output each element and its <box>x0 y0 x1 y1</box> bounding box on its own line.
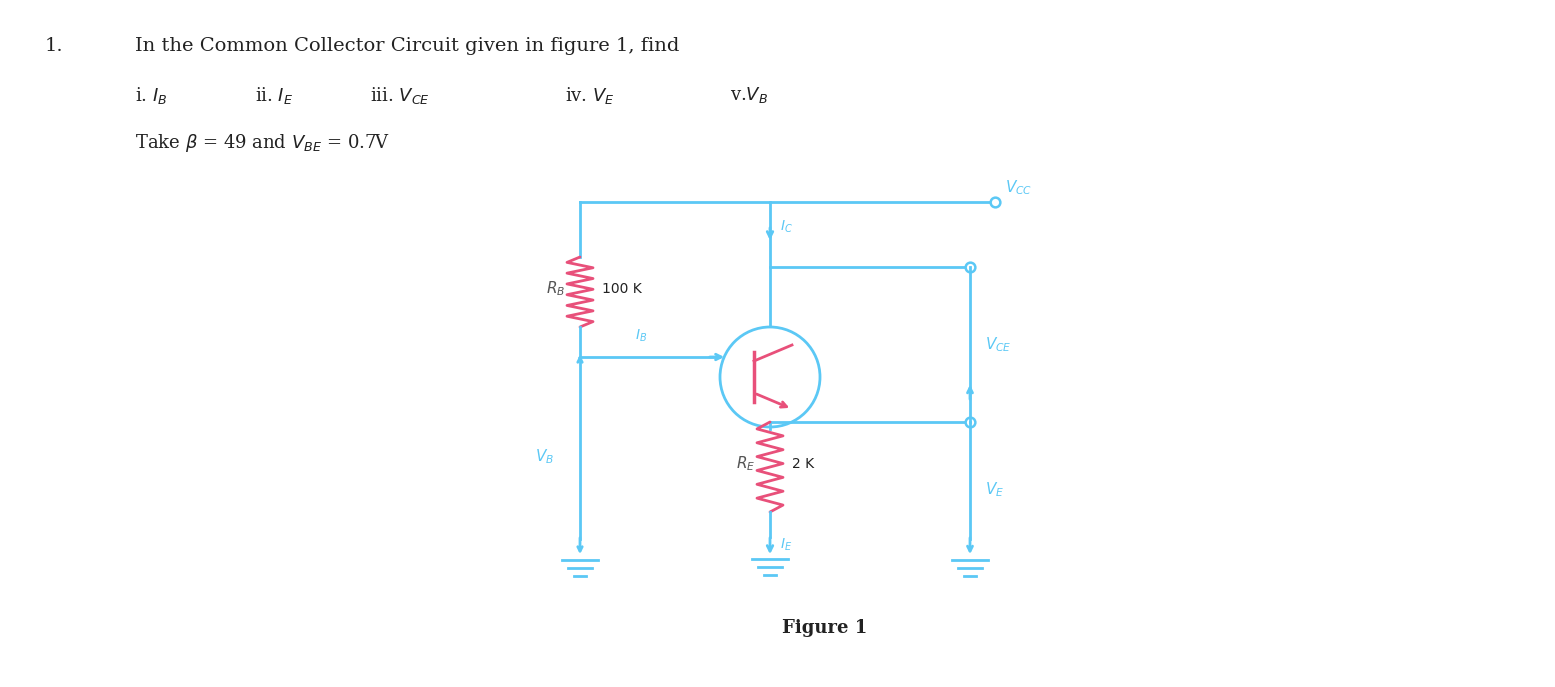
Text: $R_E$: $R_E$ <box>736 455 756 473</box>
Text: In the Common Collector Circuit given in figure 1, find: In the Common Collector Circuit given in… <box>135 37 680 55</box>
Text: ii. $\mathit{I}_E$: ii. $\mathit{I}_E$ <box>255 85 294 106</box>
Text: Take $\beta$ = 49 and $V_{BE}$ = 0.7V: Take $\beta$ = 49 and $V_{BE}$ = 0.7V <box>135 132 390 154</box>
Text: i. $\mathit{I}_B$: i. $\mathit{I}_B$ <box>135 85 168 106</box>
Text: $I_B$: $I_B$ <box>634 328 647 344</box>
Text: $I_C$: $I_C$ <box>781 218 793 235</box>
Text: 100 K: 100 K <box>602 282 642 296</box>
Text: 1.: 1. <box>45 37 64 55</box>
Text: $V_E$: $V_E$ <box>984 480 1005 499</box>
Text: $V_{CE}$: $V_{CE}$ <box>984 335 1012 354</box>
Text: $R_B$: $R_B$ <box>546 280 564 298</box>
Text: 2 K: 2 K <box>791 457 815 471</box>
Text: iii. $V_{CE}$: iii. $V_{CE}$ <box>370 85 429 106</box>
Text: $I_E$: $I_E$ <box>781 537 791 553</box>
Text: $V_{CC}$: $V_{CC}$ <box>1005 179 1033 197</box>
Text: $V_B$: $V_B$ <box>535 448 555 466</box>
Text: v.$V_B$: v.$V_B$ <box>729 85 768 105</box>
Text: iv. $V_E$: iv. $V_E$ <box>564 85 614 106</box>
Text: Figure 1: Figure 1 <box>782 619 868 637</box>
